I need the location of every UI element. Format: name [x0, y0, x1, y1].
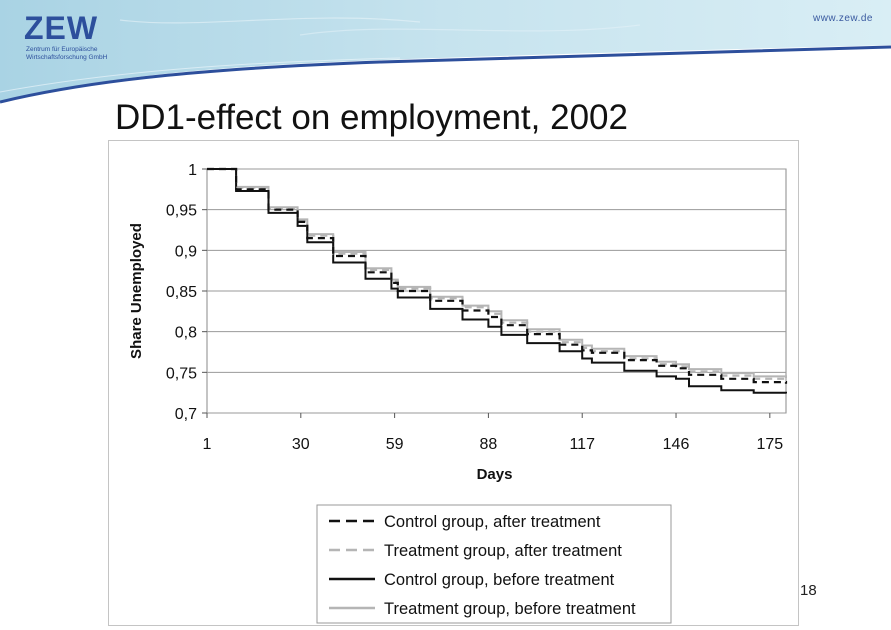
- y-tick-label: 0,8: [175, 325, 197, 342]
- x-tick-label: 88: [480, 436, 498, 453]
- y-tick-label: 0,95: [166, 203, 197, 220]
- x-tick-label: 59: [386, 436, 404, 453]
- gridlines: [202, 168, 787, 418]
- legend-label-1: Control group, after treatment: [384, 513, 601, 531]
- legend-label-3: Control group, before treatment: [384, 571, 615, 589]
- legend-box: [316, 504, 672, 624]
- series-line-4: [207, 168, 787, 378]
- y-tick-label: 1: [188, 162, 197, 179]
- y-tick-label: 0,85: [166, 284, 197, 301]
- chart-frame: 1 0,95 0,9 0,85 0,8 0,75 0,7 1 30 59 88 117 146 175 …: [108, 140, 799, 626]
- banner-wave-background: [0, 0, 891, 104]
- header-banner: ZEW Zentrum für Europäische Wirtschaftsf…: [0, 0, 891, 105]
- y-tick-label: 0,7: [175, 406, 197, 423]
- website-url[interactable]: www.zew.de: [812, 13, 873, 24]
- series-lines: [207, 167, 788, 394]
- series-line-2: [207, 167, 788, 381]
- logo-subtitle: Zentrum für Europäische Wirtschaftsforsc…: [26, 46, 108, 61]
- zew-logo: ZEW: [24, 10, 99, 46]
- series-line-1: [207, 167, 788, 384]
- x-tick-label: 175: [756, 436, 783, 453]
- page-number: 18: [800, 582, 817, 599]
- slide-title: DD1-effect on employment, 2002: [115, 98, 628, 137]
- series-line-3: [207, 168, 787, 394]
- x-tick-label: 146: [663, 436, 690, 453]
- x-tick-label: 117: [569, 436, 595, 453]
- line-chart: 10,950,90,850,80,750,7 1 30 59 88 117 146 175 …: [128, 162, 788, 624]
- x-tick-labels: 1 30 59 88 117 146 175: [203, 436, 784, 453]
- legend-label-4: Treatment group, before treatment: [384, 600, 636, 618]
- y-tick-labels: 1 0,95 0,9 0,85 0,8 0,75 0,7: [166, 162, 197, 423]
- x-tick-label: 30: [292, 436, 310, 453]
- y-tick-label: 0,9: [175, 243, 197, 260]
- x-axis-label: Days: [477, 466, 513, 483]
- legend: Control group, after treatment Treatment …: [316, 504, 672, 624]
- x-tick-label: 1: [203, 436, 212, 453]
- y-tick-label: 0,75: [166, 365, 197, 382]
- legend-label-2: Treatment group, after treatment: [384, 542, 622, 560]
- y-axis-label: Share Unemployed: [128, 223, 145, 359]
